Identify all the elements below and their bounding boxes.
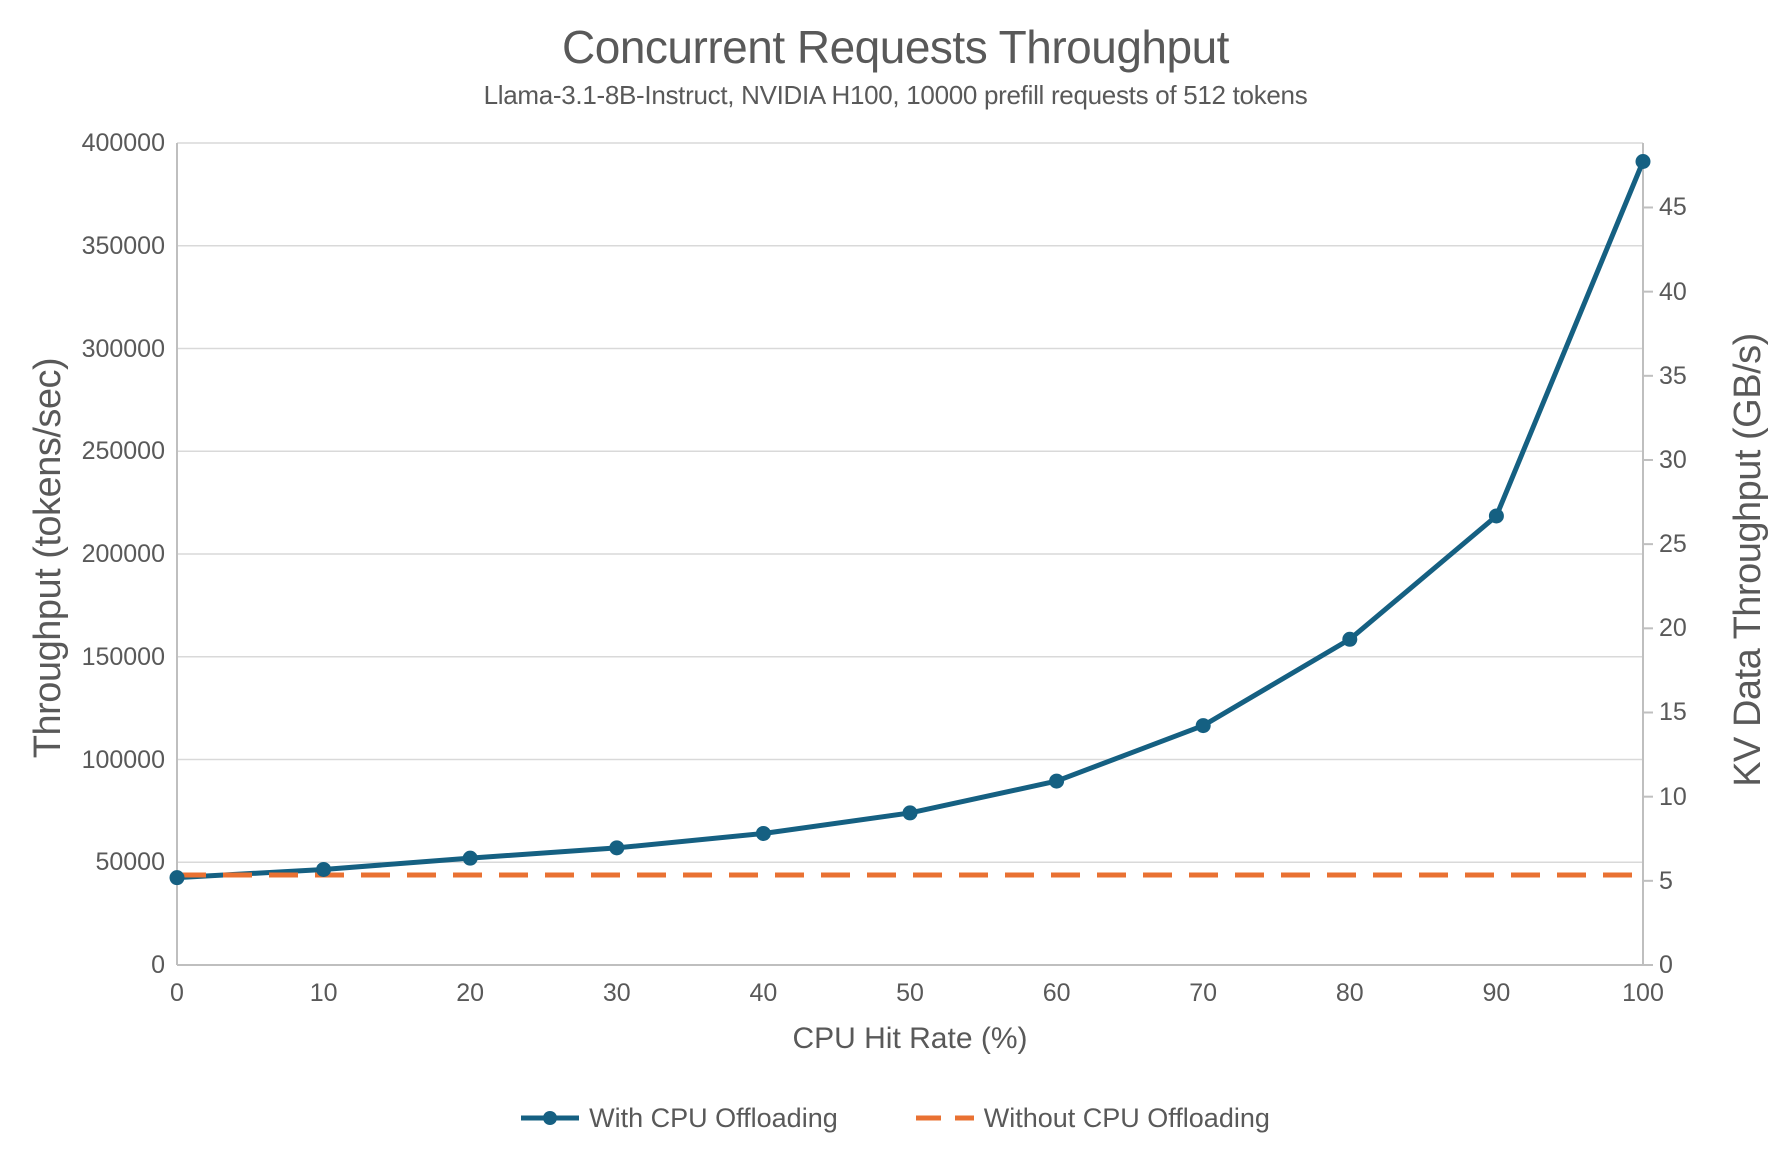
x-axis-tick-label: 70 [1189,979,1218,1007]
chart-title: Concurrent Requests Throughput [562,21,1229,73]
left-axis-tick-label: 0 [151,951,165,979]
right-axis-tick-label: 0 [1659,951,1673,979]
series-line-with-offloading [174,158,1646,881]
left-axis-tick-label: 300000 [81,334,165,363]
data-point [462,850,478,866]
x-axis-tick-label: 20 [456,979,485,1007]
x-axis-tick-label: 100 [1622,979,1664,1007]
data-point [609,840,625,856]
chart-subtitle: Llama-3.1-8B-Instruct, NVIDIA H100, 1000… [483,80,1308,110]
right-axis-tick-label: 10 [1659,782,1687,811]
data-point [1049,773,1065,789]
data-point [902,805,918,821]
x-axis-tick-label: 0 [170,979,184,1007]
right-axis-tick-label: 25 [1659,530,1687,559]
data-point [1342,631,1358,647]
x-axis-tick-label: 90 [1482,979,1511,1007]
left-axis-tick-label: 350000 [81,231,165,260]
right-axis-tick-label: 5 [1659,866,1673,895]
left-axis-tick-label: 250000 [81,437,165,466]
right-axis-tick-label: 40 [1659,277,1687,306]
legend-item-without-offloading: Without CPU Offloading [915,1096,1270,1140]
legend-dash-sample [915,1115,974,1121]
legend: With CPU Offloading Without CPU Offloadi… [0,1096,1791,1140]
left-axis-tick-label: 100000 [81,745,165,774]
x-axis-tick-label: 60 [1042,979,1071,1007]
plot-svg [169,142,1653,966]
right-axis-tick-label: 15 [1659,698,1687,727]
x-axis-title: CPU Hit Rate (%) [792,1022,1028,1055]
left-axis-tick-label: 200000 [81,540,165,568]
x-axis-tick-label: 10 [309,979,338,1007]
data-point [1195,718,1211,734]
data-point [169,870,185,886]
left-axis-tick-label: 150000 [81,642,165,671]
legend-dot-icon [543,1111,558,1125]
left-axis-tick-label: 50000 [95,848,165,877]
data-point [316,861,332,877]
x-axis-tick-label: 30 [602,979,631,1007]
right-axis-tick-label: 45 [1659,193,1687,222]
x-axis-tick-label: 40 [749,979,778,1007]
legend-item-with-offloading: With CPU Offloading [521,1096,838,1140]
legend-label: With CPU Offloading [589,1103,838,1133]
legend-label: Without CPU Offloading [983,1103,1270,1133]
legend-line-marker-sample [521,1111,580,1125]
right-axis-tick-label: 35 [1659,361,1687,390]
right-axis-tick-label: 30 [1659,445,1687,474]
x-axis-tick-label: 80 [1335,979,1364,1007]
data-point [1635,153,1651,169]
right-axis-tick-label: 20 [1659,614,1687,643]
data-point [755,825,771,841]
data-point [1488,508,1504,524]
left-axis-tick-label: 400000 [81,129,165,157]
x-axis-tick-label: 50 [896,979,924,1007]
